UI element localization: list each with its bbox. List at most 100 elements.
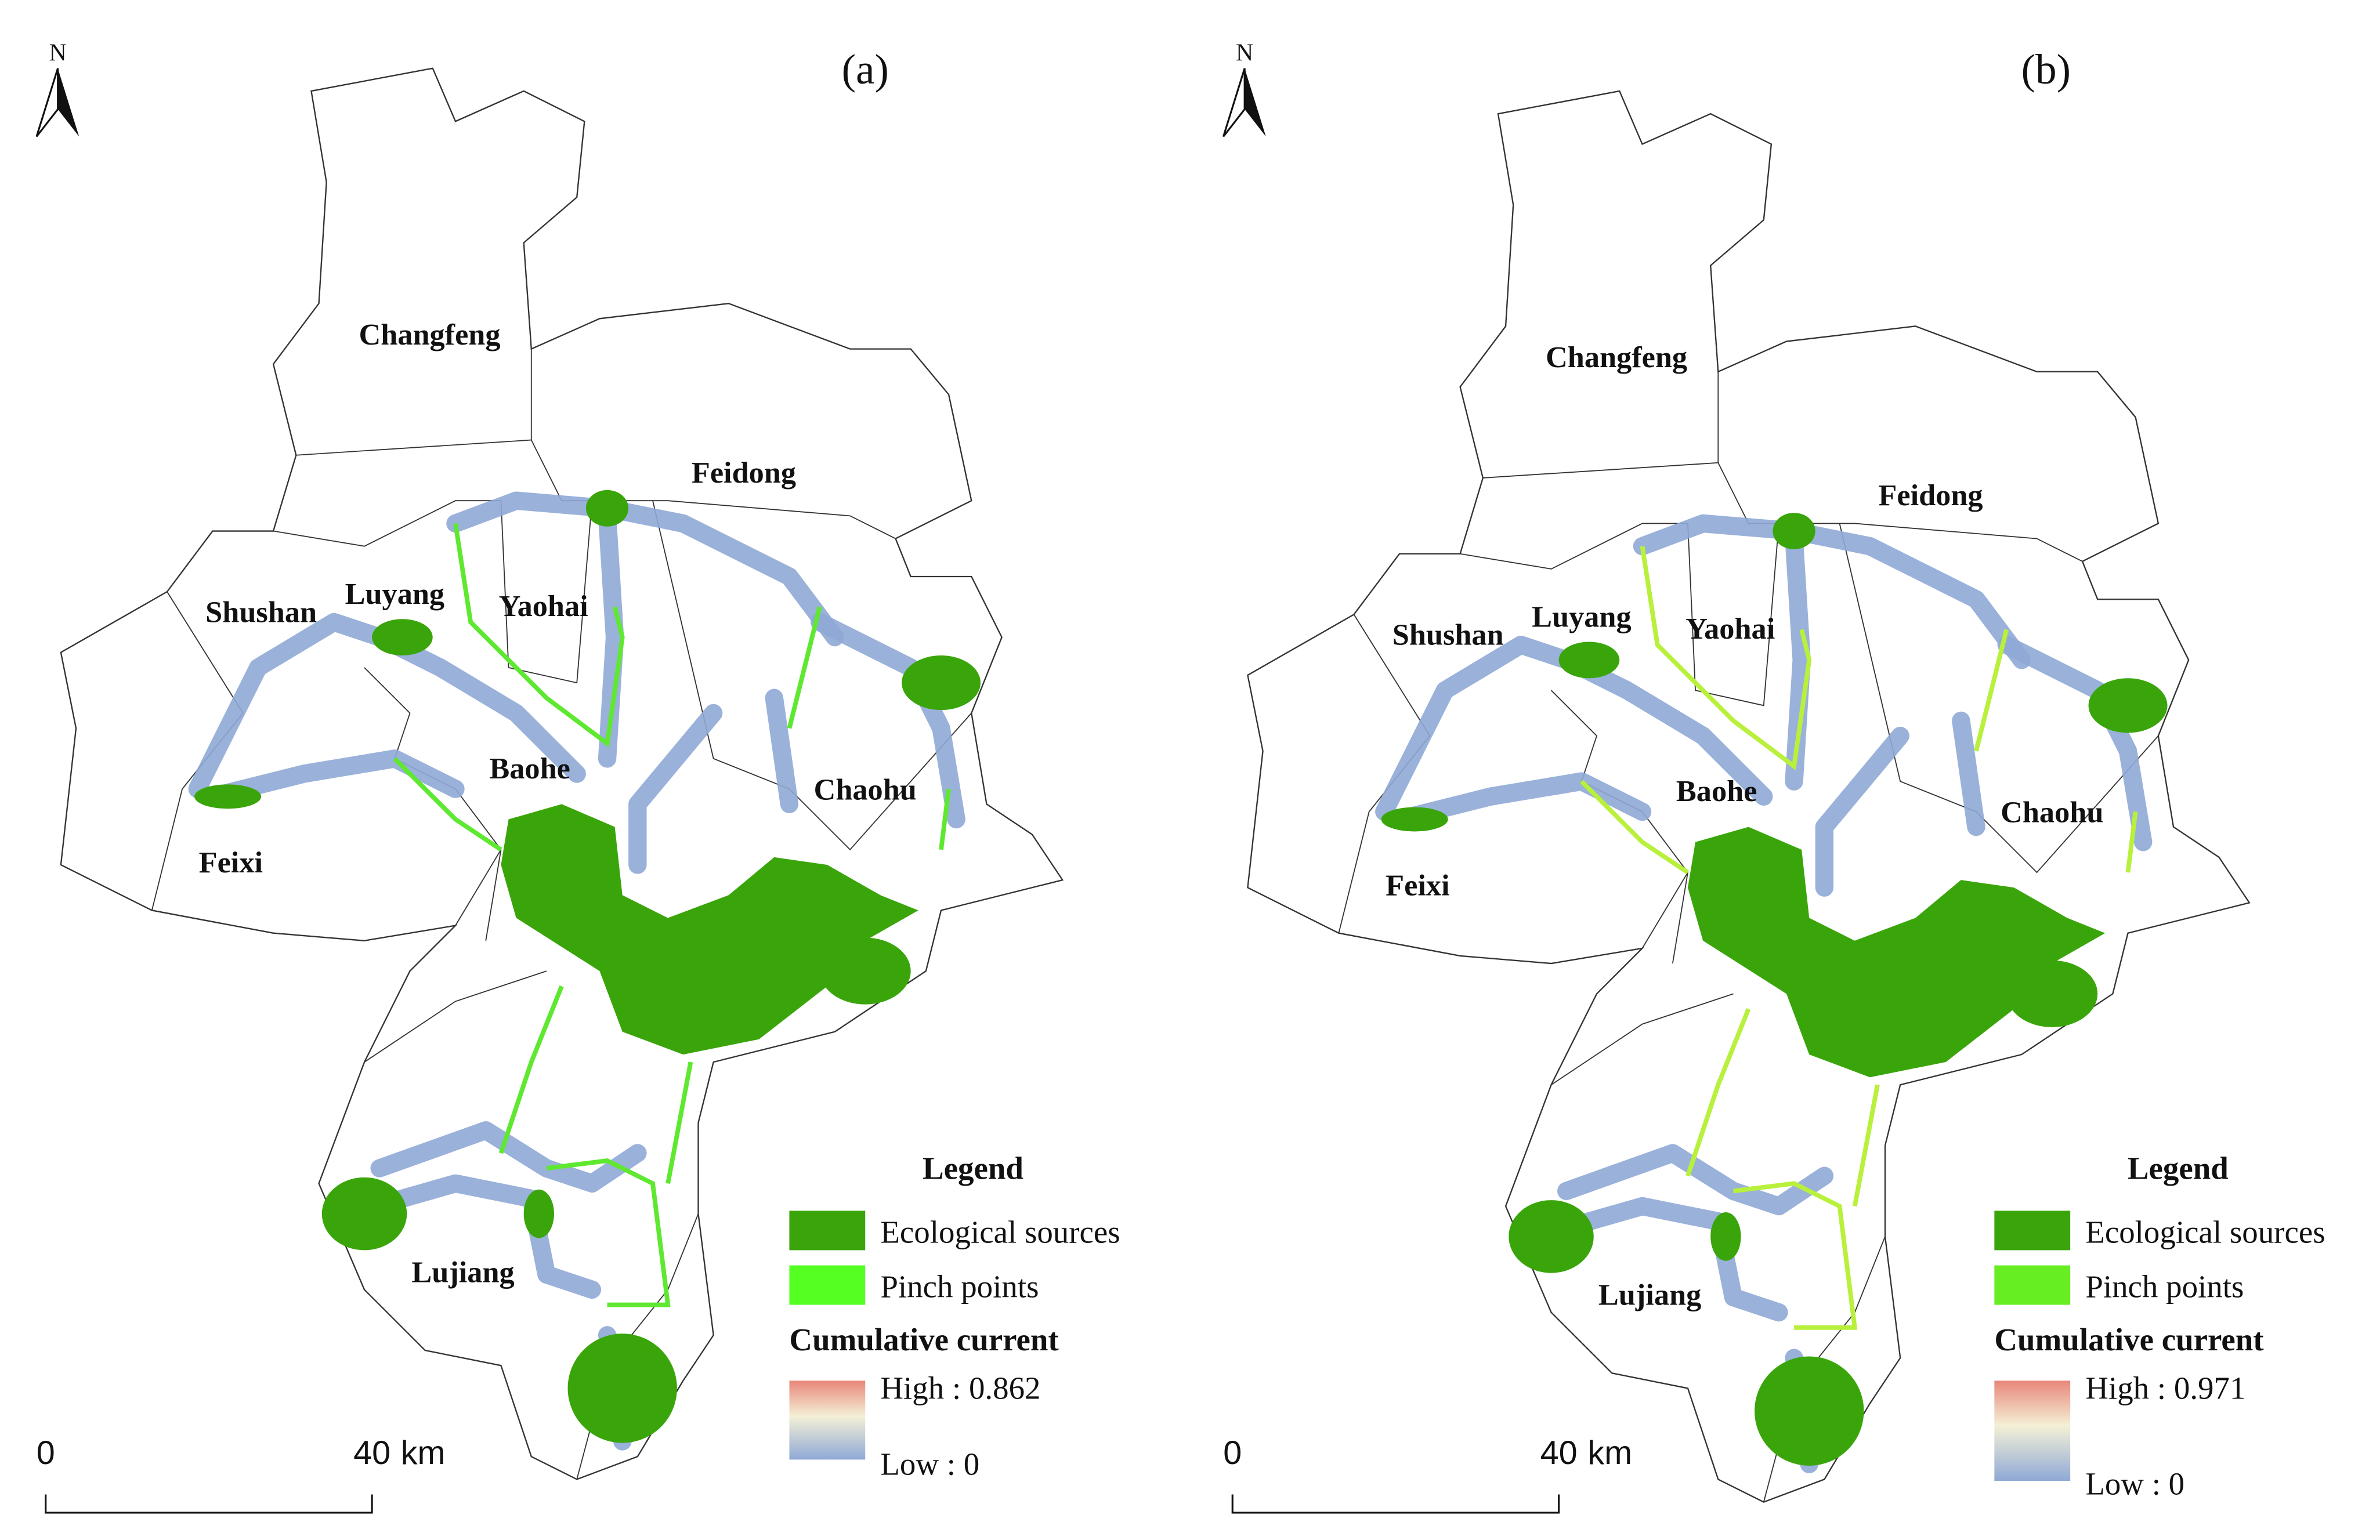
boundary bbox=[60, 67, 1064, 1480]
map-panel: Changfeng Feidong Shushan Luyang Yaohai Baohe… bbox=[1247, 90, 2251, 1503]
ecological-source bbox=[321, 1177, 407, 1251]
district-label: Feixi bbox=[1386, 868, 1449, 902]
pinch-line bbox=[787, 606, 822, 729]
ecological-source bbox=[372, 619, 433, 656]
boundary bbox=[1247, 90, 2251, 1503]
legend-swatch bbox=[789, 1211, 866, 1251]
corridor bbox=[1633, 514, 2031, 669]
north-label: N bbox=[1236, 40, 1253, 67]
scale-start: 0 bbox=[1223, 1434, 1242, 1472]
district-label: Yaohai bbox=[499, 589, 588, 623]
legend-low: Low : 0 bbox=[2085, 1466, 2184, 1502]
pinch-line bbox=[393, 757, 502, 852]
ecological-source bbox=[523, 1189, 554, 1238]
ecological-source bbox=[1558, 642, 1620, 679]
current-gradient bbox=[1994, 1380, 2071, 1481]
district-label: Lujiang bbox=[411, 1255, 514, 1289]
district-border bbox=[1687, 523, 1779, 706]
corridor bbox=[1815, 726, 1909, 897]
ecological-source bbox=[1773, 513, 1815, 549]
legend-item: Pinch points bbox=[880, 1269, 1039, 1304]
district-label: Luyang bbox=[1532, 600, 1631, 633]
corridor bbox=[1952, 711, 1985, 836]
district-label: Shushan bbox=[205, 595, 317, 629]
ecological-source bbox=[2088, 678, 2168, 733]
legend-swatch bbox=[1994, 1265, 2071, 1305]
district-label: Baohe bbox=[1676, 774, 1757, 808]
north-arrow bbox=[1222, 68, 1246, 137]
panel-label: (b) bbox=[2021, 46, 2071, 93]
district-label: Feixi bbox=[199, 846, 263, 879]
pinch-line bbox=[939, 788, 951, 850]
ecological-source bbox=[567, 1334, 677, 1443]
legend-high: High : 0.971 bbox=[2085, 1371, 2245, 1406]
ecological-source bbox=[819, 937, 911, 1005]
ecological-source bbox=[1509, 1200, 1594, 1273]
district-label: Changfeng bbox=[1546, 340, 1687, 374]
corridor bbox=[765, 689, 799, 814]
pinch-line bbox=[1852, 1084, 1880, 1207]
pinch-line bbox=[498, 985, 564, 1154]
corridor bbox=[446, 491, 844, 647]
legend-title: Legend bbox=[923, 1150, 1023, 1186]
pinch-line bbox=[1685, 1008, 1751, 1177]
north-label: N bbox=[49, 40, 67, 67]
pinch-line bbox=[546, 1158, 671, 1307]
ecological-source bbox=[194, 784, 262, 809]
legend-swatch bbox=[1994, 1211, 2071, 1251]
scale-end: 40 bbox=[353, 1434, 390, 1472]
legend-high: High : 0.862 bbox=[880, 1371, 1040, 1406]
legend-item: Pinch points bbox=[2085, 1269, 2244, 1304]
district-label: Baohe bbox=[489, 752, 570, 785]
legend-subtitle: Cumulative current bbox=[789, 1322, 1059, 1357]
pinch-line bbox=[453, 523, 625, 748]
district-label: Shushan bbox=[1392, 618, 1504, 652]
corridor bbox=[1390, 772, 1652, 829]
corridor bbox=[203, 749, 465, 806]
district-border bbox=[1460, 523, 1688, 570]
ecological-source bbox=[2006, 960, 2098, 1027]
legend-subtitle: Cumulative current bbox=[1994, 1322, 2264, 1357]
legend-low: Low : 0 bbox=[880, 1447, 979, 1482]
district-label: Chaohu bbox=[2001, 796, 2103, 829]
ecological-source bbox=[1381, 807, 1448, 832]
north-arrow bbox=[35, 68, 59, 137]
district-label: Yaohai bbox=[1685, 612, 1775, 646]
ecological-source bbox=[1755, 1356, 1864, 1466]
district-border bbox=[1551, 993, 1734, 1086]
district-border bbox=[273, 500, 501, 547]
ecological-source bbox=[585, 490, 629, 527]
pinch-line bbox=[1732, 1181, 1858, 1330]
district-label: Chaohu bbox=[814, 773, 917, 807]
district-border bbox=[1717, 462, 2083, 562]
district-label: Lujiang bbox=[1598, 1278, 1701, 1312]
scale-bar bbox=[45, 1494, 373, 1514]
north-arrow bbox=[1245, 68, 1266, 137]
north-arrow bbox=[57, 68, 79, 137]
pinch-line bbox=[1640, 546, 1812, 771]
chaohu-lake bbox=[501, 804, 918, 1055]
panel-label: (a) bbox=[842, 46, 889, 93]
pinch-line bbox=[665, 1061, 693, 1184]
scale-unit: km bbox=[1587, 1434, 1632, 1472]
district-border bbox=[530, 440, 896, 539]
legend-title: Legend bbox=[2128, 1150, 2229, 1186]
district-border bbox=[500, 501, 593, 684]
chaohu-lake bbox=[1687, 827, 2106, 1078]
district-label: Feidong bbox=[1878, 479, 1983, 512]
corridor bbox=[628, 704, 723, 874]
ecological-source bbox=[1710, 1212, 1741, 1261]
ecological-source bbox=[902, 655, 981, 711]
district-label: Feidong bbox=[692, 456, 796, 490]
pinch-line bbox=[2125, 811, 2138, 873]
district-label: Luyang bbox=[345, 577, 445, 611]
scale-unit: km bbox=[401, 1434, 446, 1472]
legend-item: Ecological sources bbox=[880, 1214, 1120, 1249]
scale-end: 40 bbox=[1540, 1434, 1578, 1472]
pinch-line bbox=[1580, 780, 1690, 875]
district-border bbox=[364, 970, 547, 1063]
map-panel: Changfeng Feidong Shushan Luyang Yaohai Baohe… bbox=[60, 67, 1064, 1480]
current-gradient bbox=[789, 1380, 866, 1460]
